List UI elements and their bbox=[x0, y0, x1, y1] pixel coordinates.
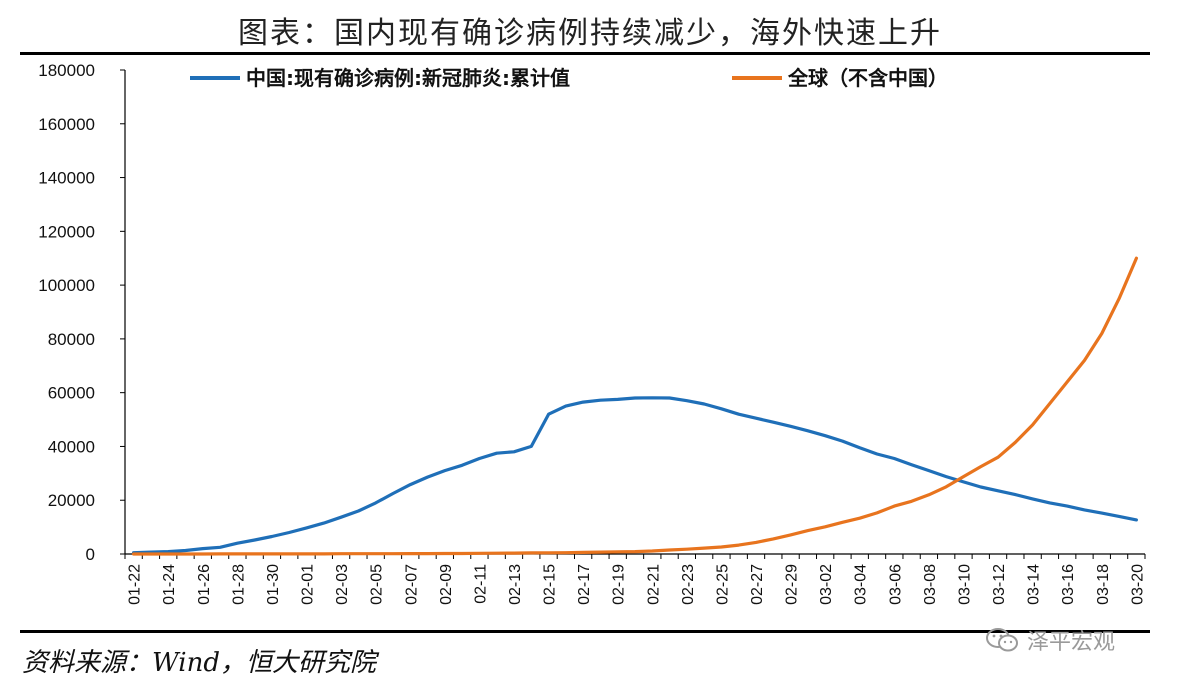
x-tick-label: 03-06 bbox=[887, 564, 904, 605]
legend-label: 全球（不含中国） bbox=[787, 66, 948, 90]
x-tick-label: 02-21 bbox=[645, 564, 662, 605]
x-tick-label: 03-16 bbox=[1060, 564, 1077, 605]
x-tick-label: 02-07 bbox=[403, 564, 420, 605]
y-tick-label: 80000 bbox=[48, 330, 95, 349]
x-tick-label: 01-26 bbox=[196, 564, 213, 605]
series-china-line bbox=[132, 396, 1138, 555]
x-tick-label: 02-13 bbox=[507, 564, 524, 605]
watermark: 泽平宏观 bbox=[985, 624, 1115, 656]
y-tick-label: 120000 bbox=[38, 222, 95, 241]
x-tick-label: 02-29 bbox=[784, 564, 801, 605]
x-tick-label: 03-14 bbox=[1026, 564, 1043, 605]
x-tick-label: 02-09 bbox=[438, 564, 455, 605]
watermark-text: 泽平宏观 bbox=[1027, 630, 1116, 655]
y-axis-ticks: 0 20000 40000 60000 80000 100000 120000 140000 1… bbox=[38, 61, 125, 564]
x-tick-label: 03-18 bbox=[1095, 564, 1112, 605]
legend-label: 中国:现有确诊病例:新冠肺炎:累计值 bbox=[246, 66, 570, 90]
x-tick-label: 03-02 bbox=[818, 564, 835, 605]
footer-divider bbox=[20, 630, 1150, 633]
x-tick-label: 02-01 bbox=[300, 564, 317, 605]
x-tick-label: 02-15 bbox=[542, 564, 559, 605]
x-tick-label: 01-22 bbox=[127, 564, 144, 605]
x-tick-label: 02-11 bbox=[472, 564, 489, 604]
x-tick-label: 03-20 bbox=[1129, 564, 1146, 605]
x-axis-ticks: 01-22 01-24 01-26 01-28 01-30 02-01 02-03 02-05… bbox=[124, 554, 1146, 605]
title-divider bbox=[20, 52, 1150, 55]
x-tick-label: 01-24 bbox=[161, 564, 178, 605]
x-tick-label: 03-08 bbox=[922, 564, 939, 605]
x-tick-label: 03-10 bbox=[956, 564, 973, 605]
wechat-icon bbox=[986, 628, 1018, 652]
y-tick-label: 180000 bbox=[38, 61, 95, 80]
chart-legend: 中国:现有确诊病例:新冠肺炎:累计值 全球（不含中国） bbox=[190, 66, 948, 90]
y-tick-label: 140000 bbox=[38, 169, 95, 188]
y-tick-label: 60000 bbox=[48, 384, 95, 403]
y-tick-label: 40000 bbox=[48, 437, 95, 456]
x-tick-label: 03-04 bbox=[853, 564, 870, 605]
x-tick-label: 02-03 bbox=[334, 564, 351, 605]
source-note: 资料来源：Wind，恒大研究院 bbox=[22, 648, 376, 678]
x-tick-label: 02-25 bbox=[714, 564, 731, 605]
chart-axes bbox=[124, 70, 1145, 555]
x-tick-label: 01-30 bbox=[265, 564, 282, 605]
series-global-line bbox=[132, 256, 1138, 556]
x-tick-label: 01-28 bbox=[230, 564, 247, 605]
x-tick-label: 02-05 bbox=[369, 564, 386, 605]
y-tick-label: 160000 bbox=[38, 115, 95, 134]
x-tick-label: 02-17 bbox=[576, 564, 593, 605]
x-tick-label: 02-23 bbox=[680, 564, 697, 605]
x-tick-label: 03-12 bbox=[991, 564, 1008, 605]
chart-series bbox=[132, 256, 1138, 556]
x-tick-label: 02-19 bbox=[611, 564, 628, 605]
x-tick-label: 02-27 bbox=[749, 564, 766, 605]
chart-title: 图表：国内现有确诊病例持续减少，海外快速上升 bbox=[238, 16, 942, 51]
y-tick-label: 20000 bbox=[48, 491, 95, 510]
y-tick-label: 100000 bbox=[38, 276, 95, 295]
y-tick-label: 0 bbox=[86, 545, 95, 564]
